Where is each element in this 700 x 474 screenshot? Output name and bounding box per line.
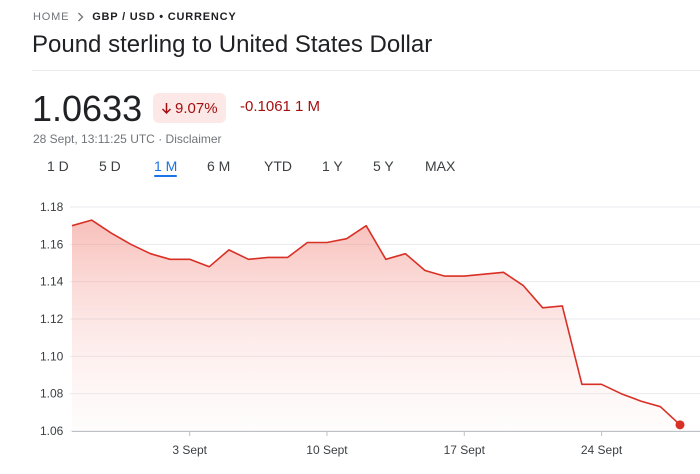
breadcrumb: HOME GBP / USD • CURRENCY [33,11,237,23]
tab-5y[interactable]: 5 Y [373,158,394,174]
tab-1d[interactable]: 1 D [47,158,69,174]
quote-timestamp: 28 Sept, 13:11:25 UTC [33,132,155,146]
y-tick-label: 1.08 [40,387,64,401]
y-tick-label: 1.12 [40,312,64,326]
change-absolute: -0.1061 1 M [240,98,321,115]
chevron-right-icon [77,12,84,22]
tab-1y[interactable]: 1 Y [322,158,343,174]
y-tick-label: 1.18 [40,200,64,214]
y-tick-label: 1.14 [40,275,64,289]
header-divider [32,70,700,71]
y-tick-label: 1.16 [40,237,64,251]
breadcrumb-current: GBP / USD • CURRENCY [92,11,237,23]
breadcrumb-home[interactable]: HOME [33,11,70,23]
change-percent-badge: 9.07% [153,93,226,123]
tab-5d[interactable]: 5 D [99,158,121,174]
current-price: 1.0633 [32,88,143,129]
tab-1m[interactable]: 1 M [154,158,178,177]
x-tick-label: 17 Sept [444,443,486,457]
quote-meta: 28 Sept, 13:11:25 UTC · Disclaimer [33,132,222,146]
y-tick-label: 1.10 [40,349,64,363]
disclaimer-link[interactable]: Disclaimer [165,132,222,146]
x-tick-label: 10 Sept [306,443,348,457]
y-tick-label: 1.06 [40,424,64,438]
x-tick-label: 3 Sept [172,443,207,457]
price-area-fill [72,220,680,431]
change-percent-value: 9.07% [175,99,218,117]
arrow-down-icon [161,102,172,114]
tab-6m[interactable]: 6 M [207,158,231,174]
tab-max[interactable]: MAX [425,158,456,174]
price-chart[interactable]: 1.18 1.16 1.14 1.12 1.10 1.08 1.06 3 Sept 10 Se… [0,195,700,474]
price-line [71,219,681,426]
tab-ytd[interactable]: YTD [264,158,292,174]
page-title: Pound sterling to United States Dollar [32,31,433,58]
last-price-point[interactable] [675,420,685,430]
x-tick-label: 24 Sept [581,443,623,457]
meta-separator: · [158,132,163,146]
